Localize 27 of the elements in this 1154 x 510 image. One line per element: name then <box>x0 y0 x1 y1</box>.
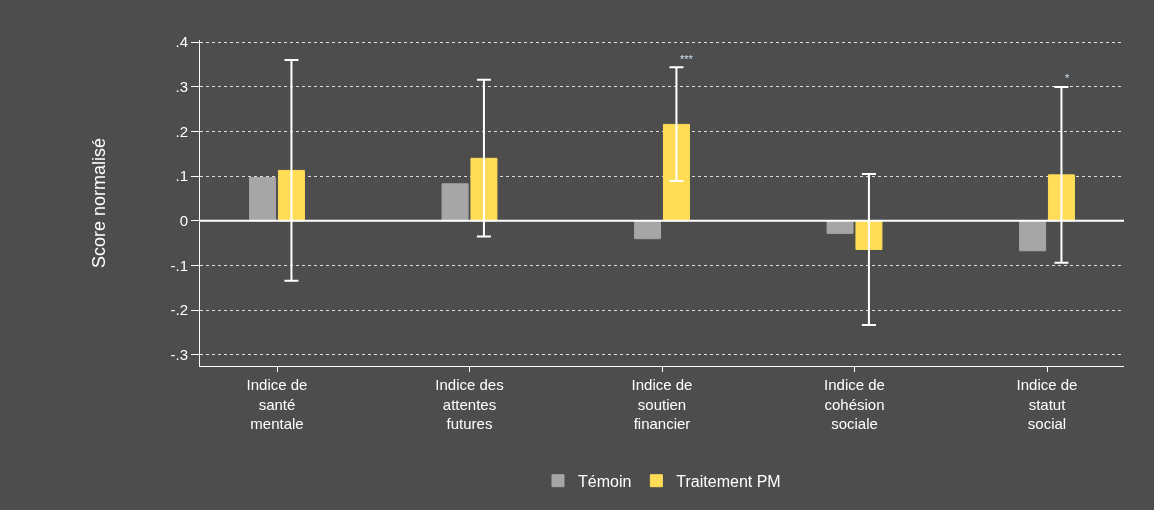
x-tick-label: Indice de santé mentale <box>246 376 308 432</box>
bar <box>826 220 854 234</box>
y-tick-label: .3 <box>175 78 188 96</box>
bar <box>1019 220 1047 252</box>
y-tick-label: 0 <box>179 212 188 230</box>
bar <box>1047 174 1075 222</box>
legend-label: Traitement PM <box>676 472 781 490</box>
y-tick-label: .2 <box>175 122 188 140</box>
x-tick-label: Indice de cohésion sociale <box>824 376 885 432</box>
annotation: * <box>1065 72 1070 84</box>
annotation: *** <box>680 53 694 65</box>
bar <box>441 183 469 222</box>
x-tick-label: Indice de statut social <box>1016 376 1078 432</box>
bar <box>662 123 690 222</box>
y-tick-label: .4 <box>175 33 188 51</box>
bar <box>277 169 305 222</box>
y-tick-label: .1 <box>175 167 188 185</box>
x-tick-label: Indice de soutien financier <box>631 376 693 432</box>
y-axis-title: Score normalisé <box>88 137 109 269</box>
y-tick-label: -.3 <box>170 346 188 364</box>
x-tick-label: Indice des attentes futures <box>435 376 504 432</box>
bar <box>249 177 277 222</box>
legend-label: Témoin <box>578 472 632 490</box>
y-tick-label: -.2 <box>170 301 188 319</box>
bar <box>634 220 662 240</box>
bar <box>470 157 498 222</box>
y-tick-label: -.1 <box>170 256 188 274</box>
